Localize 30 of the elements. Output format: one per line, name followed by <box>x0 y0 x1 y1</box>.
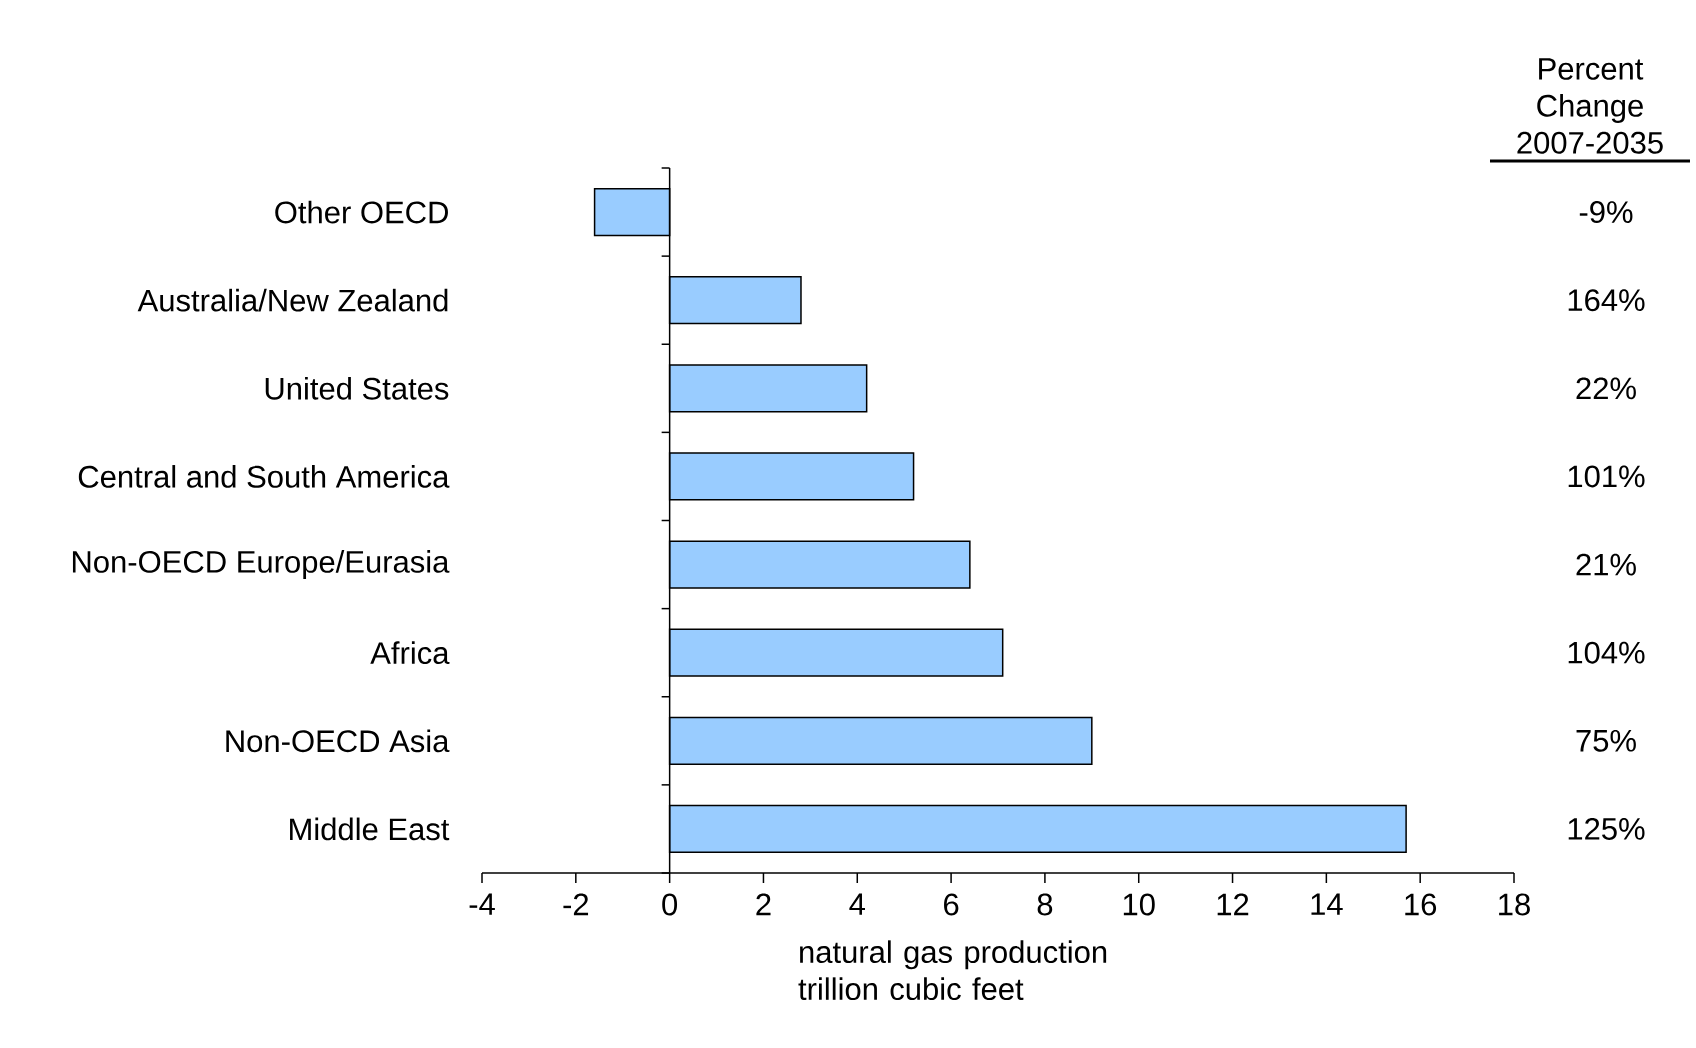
x-tick-label: 18 <box>1499 893 1530 916</box>
x-tick-label: 10 <box>1123 893 1155 916</box>
x-tick-label: 12 <box>1217 893 1249 916</box>
y-tick-label: Central and South America <box>78 465 450 488</box>
y-tick-label: Africa <box>370 641 450 665</box>
text: 125% <box>1568 817 1645 840</box>
x-tick-label: 0 <box>662 893 678 916</box>
text: 21% <box>1576 553 1636 576</box>
x-tick-label: -4 <box>469 893 495 915</box>
text: 75% <box>1576 729 1636 752</box>
text: 164% <box>1568 289 1645 312</box>
x-axis-title: natural gas production trillion cubic feet <box>798 940 1107 1001</box>
text: 104% <box>1568 641 1645 664</box>
text: 22% <box>1576 377 1636 400</box>
text: Percent Change 2007-2035 <box>1517 58 1663 154</box>
x-tick-label: 8 <box>1037 893 1053 916</box>
x-tick-label: 6 <box>944 893 959 916</box>
y-tick-label: Australia/New Zealand <box>137 288 448 312</box>
x-tick-label: 16 <box>1405 893 1437 916</box>
x-tick-label: 14 <box>1311 893 1343 915</box>
x-tick-label: 4 <box>849 893 865 915</box>
y-tick-label: Middle East <box>290 817 450 841</box>
x-tick-label: 2 <box>756 893 771 916</box>
y-tick-label: Other OECD <box>275 200 448 224</box>
y-tick-label: United States <box>265 376 449 400</box>
text: 101% <box>1568 465 1645 488</box>
y-tick-label: Non-OECD Europe/Eurasia <box>72 550 450 580</box>
y-tick-label: Non-OECD Asia <box>226 729 450 753</box>
text: -9% <box>1579 201 1633 224</box>
x-tick-label: -2 <box>563 893 589 916</box>
